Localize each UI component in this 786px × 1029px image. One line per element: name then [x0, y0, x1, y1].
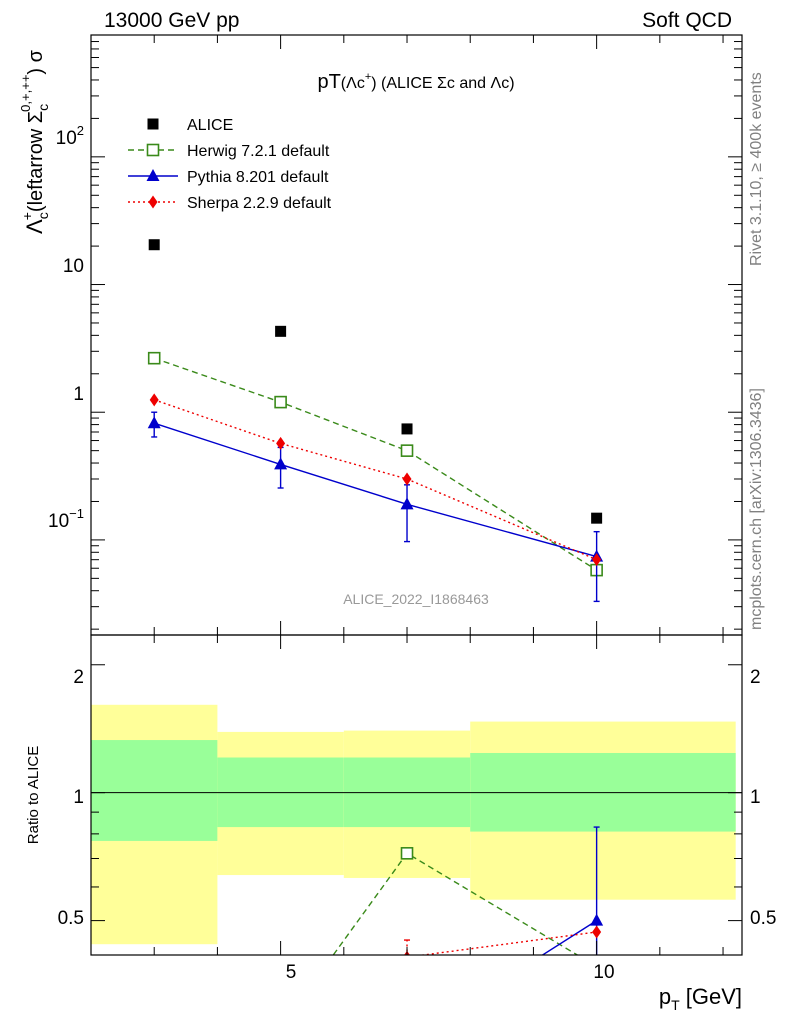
legend-label-sherpa: Sherpa 2.2.9 default	[187, 195, 332, 212]
main-series-pythia	[147, 411, 604, 603]
y-tick-label-0.1: 10−1	[48, 506, 84, 532]
main-line-pythia	[153, 422, 597, 558]
x-tick-label-5: 5	[286, 962, 297, 983]
legend: ALICE Herwig 7.2.1 default Pythia 8.201 de…	[128, 117, 332, 212]
ratio-y-tick-1-left: 1	[73, 787, 84, 808]
ratio-y-tick-2-left: 2	[73, 667, 84, 688]
main-y-axis-label: Λc+(leftarrow Σc0,+,++) σ	[18, 49, 51, 234]
legend-marker-herwig	[146, 143, 160, 157]
ratio-point-sherpa-10	[592, 925, 602, 939]
main-line-sherpa	[153, 399, 597, 561]
legend-marker-sherpa	[148, 195, 158, 209]
main-point-alice-7	[401, 423, 413, 435]
ratio-y-tick-0.5-right: 0.5	[750, 908, 776, 929]
main-point-pythia-5	[274, 457, 288, 470]
ratio-point-herwig-7	[400, 847, 414, 860]
rivet-version-label: Rivet 3.1.10, ≥ 400k events	[748, 72, 765, 266]
legend-label-herwig: Herwig 7.2.1 default	[187, 143, 330, 160]
ratio-line-pythia	[541, 920, 597, 955]
ratio-plot-frame	[90, 634, 743, 956]
y-tick-label-10: 10	[63, 256, 84, 277]
ratio-y-axis-label: Ratio to ALICE	[25, 746, 42, 844]
y-tick-label-1: 1	[73, 384, 84, 405]
analysis-watermark: ALICE_2022_I1868463	[343, 591, 489, 607]
ratio-series-herwig	[332, 847, 579, 955]
mcplots-source-label: mcplots.cern.ch [arXiv:1306.3436]	[748, 388, 765, 630]
legend-marker-alice	[147, 118, 159, 130]
main-point-alice-3	[148, 239, 160, 251]
axis-ticks	[90, 34, 742, 955]
main-series-alice	[148, 239, 603, 524]
main-point-pythia-3	[147, 416, 161, 429]
main-point-sherpa-3	[149, 393, 159, 407]
legend-entry-sherpa: Sherpa 2.2.9 default	[128, 195, 332, 212]
ratio-bands	[91, 704, 736, 945]
x-axis-label: pT [GeV]	[659, 984, 742, 1013]
legend-entry-pythia: Pythia 8.201 default	[128, 169, 329, 186]
main-series-sherpa	[149, 393, 602, 567]
main-series-herwig	[147, 351, 603, 577]
y-tick-label-100: 102	[56, 123, 84, 149]
legend-label-alice: ALICE	[187, 117, 233, 134]
ratio-y-tick-1-right: 1	[750, 787, 761, 808]
header-energy: 13000 GeV pp	[104, 9, 239, 32]
main-point-sherpa-5	[276, 436, 286, 450]
main-point-sherpa-10	[592, 553, 602, 567]
main-point-pythia-7	[400, 497, 414, 510]
main-point-herwig-7	[400, 444, 414, 457]
legend-entry-alice: ALICE	[147, 117, 233, 134]
main-point-alice-10	[591, 512, 603, 524]
legend-marker-pythia	[146, 169, 160, 181]
main-point-herwig-5	[274, 395, 287, 409]
x-tick-label-10: 10	[593, 962, 614, 983]
legend-entry-herwig: Herwig 7.2.1 default	[128, 143, 330, 160]
header-category: Soft QCD	[642, 9, 732, 32]
ratio-point-pythia-10	[590, 913, 604, 926]
main-point-sherpa-7	[402, 472, 412, 486]
main-series-layer	[147, 239, 604, 603]
ratio-y-tick-0.5-left: 0.5	[58, 908, 84, 929]
main-point-alice-5	[275, 325, 287, 337]
ratio-band-inner-0	[91, 740, 218, 841]
main-line-herwig	[153, 357, 597, 571]
ratio-line-sherpa	[418, 931, 597, 955]
legend-label-pythia: Pythia 8.201 default	[187, 169, 329, 186]
main-point-herwig-3	[147, 351, 161, 365]
ratio-y-tick-2-right: 2	[750, 667, 761, 688]
ratio-series-sherpa	[404, 925, 602, 955]
main-title: pT(Λc+) (ALICE Σc and Λc)	[317, 71, 514, 93]
